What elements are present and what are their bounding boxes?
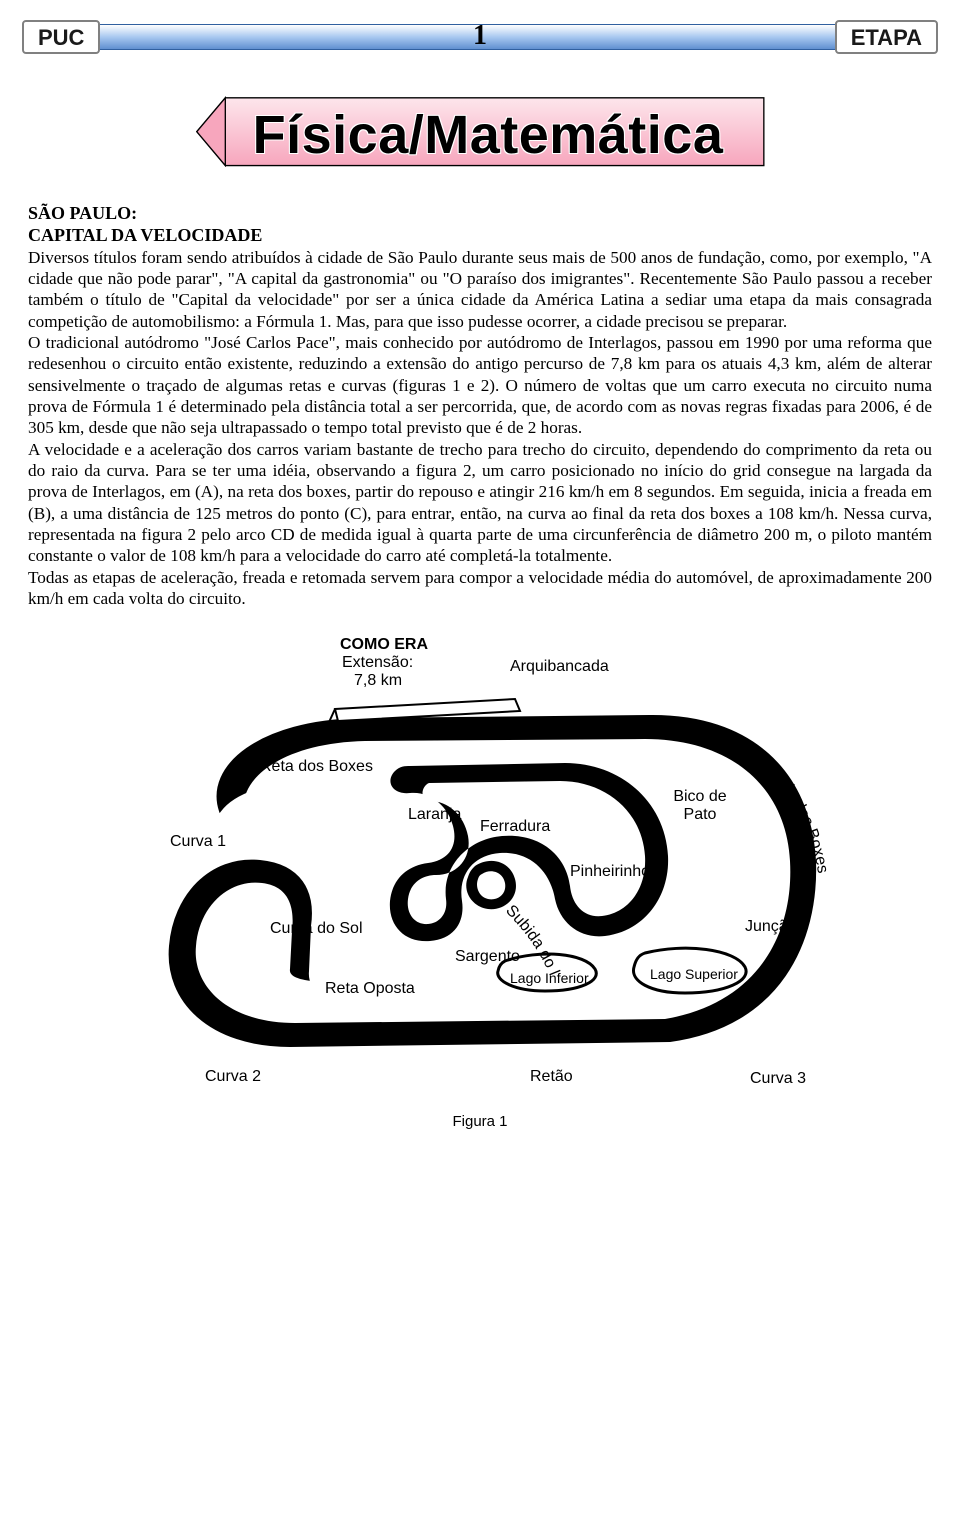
article-p1: Diversos títulos foram sendo atribuídos … [28,247,932,332]
label-arquibancada: Arquibancada [510,658,609,675]
article-heading-1: SÃO PAULO: [28,202,932,224]
header-bar: PUC 1 ETAPA [28,18,932,56]
label-juncao: Junção [745,918,797,935]
label-reta-boxes: Reta dos Boxes [260,758,373,775]
figure-caption: Figura 1 [28,1113,932,1130]
figure-1: COMO ERA Extensão: 7,8 km Arquibancada R… [28,631,932,1101]
label-curva3: Curva 3 [750,1070,806,1087]
title-text: Física/Matemática [253,104,724,166]
label-lago-inf: Lago Inferior [510,970,589,986]
label-ferradura: Ferradura [480,818,550,835]
article-p4: Todas as etapas de aceleração, freada e … [28,567,932,610]
label-reta-oposta: Reta Oposta [325,980,415,997]
label-curva-sol: Curva do Sol [270,920,363,937]
article-heading-2: CAPITAL DA VELOCIDADE [28,224,932,246]
label-bico2: Pato [684,806,717,823]
article-p3: A velocidade e a aceleração dos carros v… [28,439,932,567]
title-banner: Física/Matemática [28,96,932,174]
label-bico1: Bico de [673,788,726,805]
label-curva1: Curva 1 [170,833,226,850]
label-curva2: Curva 2 [205,1068,261,1085]
badge-right: ETAPA [835,20,938,54]
label-sargento: Sargento [455,948,520,965]
article-p2: O tradicional autódromo "José Carlos Pac… [28,332,932,439]
article-body: SÃO PAULO: CAPITAL DA VELOCIDADE Diverso… [28,202,932,609]
badge-left: PUC [22,20,100,54]
inner-lobe-hole [477,871,505,899]
label-laranja: Laranja [408,806,461,823]
fig-header-l3: 7,8 km [354,672,402,689]
label-lago-sup: Lago Superior [650,966,738,982]
page-number: 1 [473,20,487,52]
fig-header-bold: COMO ERA [340,636,428,653]
label-pinheirinho: Pinheirinho [570,863,650,880]
track-svg: COMO ERA Extensão: 7,8 km Arquibancada R… [110,631,850,1101]
fig-header-l2: Extensão: [342,654,413,671]
label-retao: Retão [530,1068,573,1085]
